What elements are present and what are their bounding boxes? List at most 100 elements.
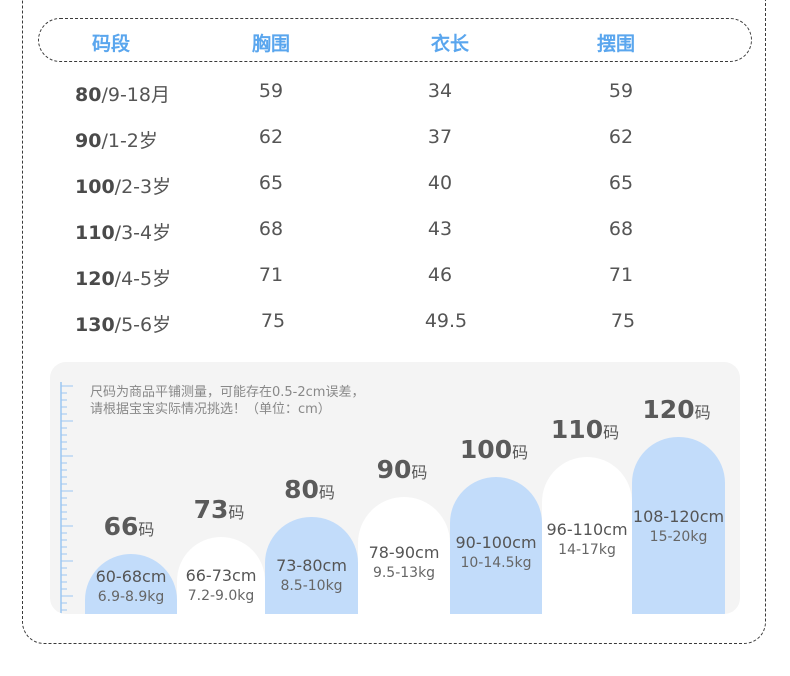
- length-value: 40: [427, 172, 453, 194]
- bar-code-unit: 码: [228, 503, 245, 522]
- header-size: 码段: [91, 33, 131, 55]
- bar-fill: [632, 437, 725, 614]
- hem-value: 71: [608, 264, 634, 286]
- height-bar-90: [358, 497, 450, 614]
- table-header: 码段 胸围 衣长 摆围: [38, 18, 752, 62]
- length-value: 43: [427, 218, 453, 240]
- size-code: 80: [75, 84, 102, 106]
- hem-value: 62: [608, 126, 634, 148]
- size-label: 90/1-2岁: [75, 126, 158, 153]
- bar-height-range: 60-68cm: [95, 567, 167, 586]
- bar-height-range: 96-110cm: [546, 520, 628, 539]
- bar-code-unit: 码: [512, 443, 529, 462]
- height-bar-66: [85, 554, 177, 614]
- size-label: 110/3-4岁: [75, 218, 171, 245]
- table-row: 130/5-6岁 75 49.5 75: [0, 310, 790, 340]
- hem-value: 65: [608, 172, 634, 194]
- bar-height-range: 73-80cm: [276, 556, 347, 575]
- header-chest: 胸围: [251, 33, 291, 55]
- bar-code-label: 120码: [642, 395, 710, 424]
- outer-frame: [22, 0, 766, 644]
- note-line-1: 尺码为商品平铺测量，可能存在0.5-2cm误差，: [90, 385, 365, 400]
- note-line-2: 请根据宝宝实际情况挑选！（单位：cm）: [90, 402, 331, 417]
- bar-fill: [542, 457, 632, 614]
- size-label: 100/2-3岁: [75, 172, 171, 199]
- size-code: 130: [75, 314, 115, 336]
- bar-weight-range: 7.2-9.0kg: [187, 588, 255, 604]
- bar-code-unit: 码: [603, 423, 620, 442]
- measurement-note: 尺码为商品平铺测量，可能存在0.5-2cm误差， 请根据宝宝实际情况挑选！（单位…: [90, 384, 364, 418]
- size-code: 90: [75, 130, 102, 152]
- bar-height-range: 66-73cm: [185, 566, 257, 585]
- ruler-scale: [60, 382, 73, 614]
- bar-height-range: 90-100cm: [455, 533, 537, 552]
- hem-value: 68: [608, 218, 634, 240]
- table-row: 120/4-5岁 71 46 71: [0, 264, 790, 294]
- bar-code-label: 100码: [460, 435, 528, 464]
- bar-code: 66: [103, 512, 139, 541]
- hem-value: 59: [608, 80, 634, 102]
- header-hem: 摆围: [596, 33, 636, 55]
- size-code: 120: [75, 268, 115, 290]
- bar-weight-range: 9.5-13kg: [372, 565, 436, 581]
- size-code: 100: [75, 176, 115, 198]
- size-age: /3-4岁: [114, 222, 172, 244]
- bar-code: 73: [193, 495, 229, 524]
- length-value: 37: [427, 126, 453, 148]
- bar-weight-range: 8.5-10kg: [280, 578, 343, 594]
- size-age: /1-2岁: [101, 130, 158, 152]
- size-age: /2-3岁: [114, 176, 172, 198]
- bar-code-label: 110码: [551, 415, 619, 444]
- height-bar-100: [450, 477, 542, 614]
- bar-fill: [450, 477, 542, 614]
- header-length: 衣长: [430, 33, 470, 55]
- bar-code-label: 90码: [377, 455, 428, 484]
- chest-value: 65: [258, 172, 284, 194]
- chest-value: 75: [260, 310, 286, 332]
- bar-code: 120: [642, 395, 695, 424]
- height-bar-120: [632, 437, 725, 614]
- bar-code-unit: 码: [318, 483, 335, 502]
- table-row: 100/2-3岁 65 40 65: [0, 172, 790, 202]
- bar-fill: [265, 517, 358, 614]
- bar-weight-range: 14-17kg: [558, 542, 616, 558]
- table-row: 80/9-18月 59 34 59: [0, 80, 790, 110]
- bar-code-label: 73码: [194, 495, 245, 524]
- size-label: 80/9-18月: [75, 80, 170, 107]
- bar-fill: [177, 537, 265, 614]
- chest-value: 62: [258, 126, 284, 148]
- bar-weight-range: 10-14.5kg: [460, 555, 532, 571]
- size-age: /9-18月: [101, 84, 170, 106]
- size-label: 130/5-6岁: [75, 310, 171, 337]
- height-bar-110: [542, 457, 632, 614]
- height-bar-73: [177, 537, 265, 614]
- bar-weight-range: 15-20kg: [649, 529, 708, 545]
- bar-height-range: 78-90cm: [368, 543, 440, 562]
- bar-weight-range: 6.9-8.9kg: [97, 589, 165, 605]
- hem-value: 75: [610, 310, 636, 332]
- bar-code-unit: 码: [138, 520, 155, 539]
- length-value: 34: [427, 80, 453, 102]
- bar-fill: [358, 497, 450, 614]
- chest-value: 68: [258, 218, 284, 240]
- table-row: 90/1-2岁 62 37 62: [0, 126, 790, 156]
- size-age: /5-6岁: [114, 314, 172, 336]
- bar-code: 90: [376, 455, 412, 484]
- table-row: 110/3-4岁 68 43 68: [0, 218, 790, 248]
- bar-code-unit: 码: [411, 463, 428, 482]
- size-label: 120/4-5岁: [75, 264, 171, 291]
- bar-code: 100: [459, 435, 513, 464]
- chest-value: 71: [258, 264, 284, 286]
- bar-code: 80: [284, 475, 319, 504]
- height-bar-80: [265, 517, 358, 614]
- bar-code: 110: [550, 415, 604, 444]
- bar-code-unit: 码: [694, 403, 711, 422]
- size-code: 110: [75, 222, 115, 244]
- bar-height-range: 108-120cm: [632, 507, 725, 526]
- size-age: /4-5岁: [114, 268, 172, 290]
- length-value: 46: [427, 264, 453, 286]
- chest-value: 59: [258, 80, 284, 102]
- height-chart-panel: 尺码为商品平铺测量，可能存在0.5-2cm误差， 请根据宝宝实际情况挑选！（单位…: [50, 362, 740, 614]
- bar-code-label: 80码: [284, 475, 335, 504]
- bar-code-label: 66码: [104, 512, 155, 541]
